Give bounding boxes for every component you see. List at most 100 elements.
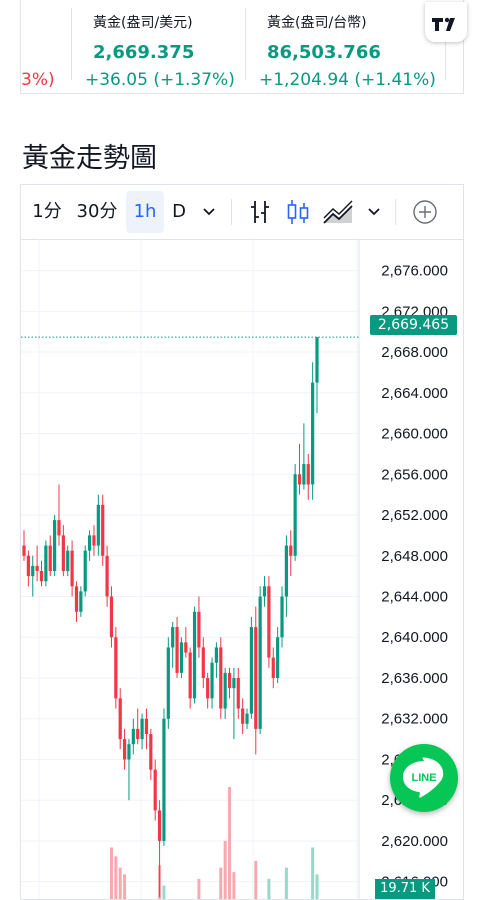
y-axis-tick-label: 2,664.000 [381, 385, 448, 402]
candle-body [184, 642, 188, 653]
volume-bar [219, 867, 223, 899]
candle-body [144, 718, 149, 734]
candle-body [101, 504, 105, 556]
volume-bar [118, 867, 122, 899]
candle-body [39, 571, 44, 582]
candlestick-chart[interactable]: 2,676.0002,672.0002,668.0002,664.0002,66… [21, 239, 463, 899]
ticker-name: 黃金(盎司/美元) [93, 15, 193, 31]
candle-body [162, 718, 166, 841]
volume-bar [109, 847, 113, 899]
tradingview-logo-icon[interactable] [425, 2, 467, 42]
y-axis-tick-label: 2,636.000 [381, 670, 448, 687]
candle-body [258, 596, 262, 729]
candle-body [188, 652, 192, 699]
toolbar-divider [231, 199, 232, 225]
y-axis-tick-label: 2,648.000 [381, 548, 448, 565]
candle-body [153, 769, 157, 811]
candle-body [311, 382, 315, 485]
candle-body [179, 642, 184, 673]
y-axis-tick-label: 2,644.000 [381, 589, 448, 606]
candle-body [223, 672, 227, 709]
candle-body [109, 596, 114, 638]
y-axis-tick-label: 2,620.000 [381, 833, 448, 850]
interval-1m-button[interactable]: 1分 [32, 201, 62, 222]
volume-bar [232, 872, 236, 899]
candle-body [35, 565, 39, 572]
section-title: 黃金走勢圖 [22, 143, 157, 174]
volume-bar [123, 874, 127, 899]
candle-body [44, 545, 48, 582]
candle-body [61, 535, 65, 572]
volume-bar [114, 856, 118, 899]
candle-body [57, 520, 61, 536]
ticker-price: 86,503.766 [267, 42, 381, 63]
add-indicator-plus-icon[interactable] [407, 191, 443, 233]
volume-bar [315, 874, 319, 899]
ticker-divider [245, 8, 246, 80]
candle-body [192, 611, 197, 699]
ticker-strip[interactable]: 3%) 黃金(盎司/美元) 2,669.375 +36.05 (+1.37%) … [20, 0, 464, 94]
y-axis-tick-label: 2,676.000 [381, 263, 448, 280]
candle-body [105, 555, 109, 597]
candle-body [79, 591, 83, 612]
candle-body [70, 550, 74, 587]
ticker-change: +1,204.94 (+1.41%) [259, 70, 436, 90]
bar-chart-icon[interactable] [245, 191, 275, 233]
candle-body [66, 550, 70, 572]
y-axis-tick-label: 2,632.000 [381, 711, 448, 728]
candle-body [201, 647, 205, 678]
candle-body [197, 611, 201, 648]
volume-bar [254, 860, 258, 899]
candle-body [293, 474, 297, 556]
candle-body [166, 647, 170, 719]
line-icon: LINE [403, 757, 444, 798]
candle-body [289, 545, 293, 556]
candle-body [53, 520, 57, 572]
candle-body [206, 677, 210, 699]
volume-bar [267, 878, 271, 899]
candle-body [284, 545, 288, 597]
chart-type-chevron-down-icon[interactable] [361, 191, 387, 233]
candles-icon[interactable] [283, 191, 313, 233]
candle-body [271, 657, 275, 678]
svg-text:LINE: LINE [411, 772, 436, 784]
interval-dropdown-chevron-down-icon[interactable] [195, 191, 223, 233]
candle-body [280, 596, 284, 638]
interval-d-button[interactable]: D [172, 201, 186, 222]
volume-bar [162, 885, 166, 899]
toolbar-divider [395, 199, 396, 225]
candle-body [267, 586, 271, 658]
candle-body [241, 708, 245, 724]
interval-30m-button[interactable]: 30分 [76, 201, 118, 222]
ticker-price: 2,669.375 [93, 42, 195, 63]
candle-body [96, 504, 100, 546]
ticker-partial-change: 3%) [21, 70, 55, 90]
candle-body [175, 627, 179, 673]
volume-tag: 19.71 K [375, 879, 435, 899]
volume-bar [311, 847, 315, 899]
candle-body [83, 550, 87, 592]
ticker-name: 黃金(盎司/台幣) [267, 15, 367, 31]
candle-body [245, 713, 249, 724]
candle-body [74, 586, 79, 612]
y-axis-tick-label: 2,660.000 [381, 426, 448, 443]
candle-body [249, 627, 254, 714]
candle-body [131, 728, 135, 745]
chart-toolbar: 1分 30分 1h D [21, 185, 463, 240]
last-price-tag: 2,669.465 [370, 315, 457, 335]
y-axis-tick-label: 2,656.000 [381, 466, 448, 483]
candle-body [26, 555, 30, 577]
line-share-button[interactable]: LINE [390, 744, 458, 812]
area-chart-icon[interactable] [319, 191, 359, 233]
volume-bar [228, 787, 232, 899]
interval-1h-button[interactable]: 1h [126, 191, 164, 233]
candle-body [157, 810, 162, 841]
candle-body [140, 718, 144, 740]
volume-bar [223, 840, 227, 899]
candle-body [22, 545, 26, 556]
y-axis-tick-label: 2,652.000 [381, 507, 448, 524]
candle-body [149, 734, 153, 770]
candle-body [254, 627, 258, 729]
candle-body [262, 586, 267, 597]
candle-body [127, 744, 131, 760]
